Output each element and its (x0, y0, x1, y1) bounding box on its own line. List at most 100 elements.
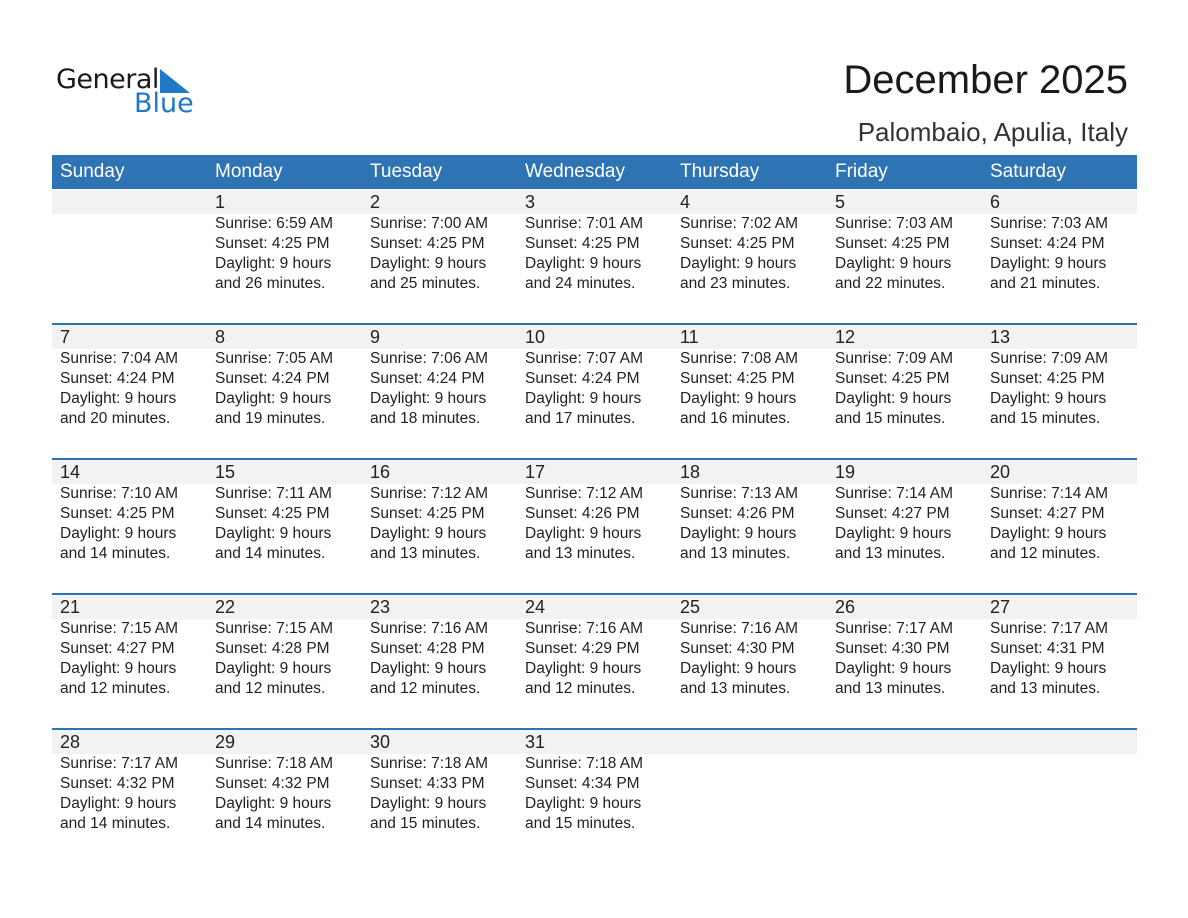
day-cell: 13 Sunrise: 7:09 AM Sunset: 4:25 PM Dayligh… (982, 325, 1137, 460)
day-number: 6 (990, 192, 1001, 212)
daylight-text: Daylight: 9 hours (835, 660, 952, 677)
day-cell: 27 Sunrise: 7:17 AM Sunset: 4:31 PM Dayligh… (982, 595, 1137, 730)
sunrise-text: Sunrise: 7:12 AM (370, 485, 489, 502)
sunset-text: Sunset: 4:25 PM (215, 505, 330, 522)
day-cell: 23 Sunrise: 7:16 AM Sunset: 4:28 PM Dayligh… (362, 595, 517, 730)
sunset-text: Sunset: 4:34 PM (525, 775, 640, 792)
daylight-text: Daylight: 9 hours (680, 390, 797, 407)
day-number-band (52, 730, 1137, 754)
daylight-minutes-text: and 26 minutes. (215, 275, 326, 292)
daylight-minutes-text: and 13 minutes. (525, 545, 636, 562)
day-number: 28 (60, 732, 81, 752)
daylight-text: Daylight: 9 hours (60, 525, 177, 542)
day-cell: 20 Sunrise: 7:14 AM Sunset: 4:27 PM Dayligh… (982, 460, 1137, 595)
day-number: 23 (370, 597, 391, 617)
logo-triangle-icon (160, 69, 190, 93)
daylight-minutes-text: and 21 minutes. (990, 275, 1101, 292)
daylight-minutes-text: and 13 minutes. (835, 680, 946, 697)
sunrise-text: Sunrise: 7:16 AM (370, 620, 489, 637)
daylight-text: Daylight: 9 hours (525, 525, 642, 542)
daylight-text: Daylight: 9 hours (680, 525, 797, 542)
daylight-minutes-text: and 15 minutes. (990, 410, 1101, 427)
day-number: 1 (215, 192, 226, 212)
day-cell: 28 Sunrise: 7:17 AM Sunset: 4:32 PM Dayligh… (52, 730, 207, 865)
day-number: 24 (525, 597, 546, 617)
daylight-text: Daylight: 9 hours (215, 525, 332, 542)
day-number: 9 (370, 327, 381, 347)
week-row: 14 Sunrise: 7:10 AM Sunset: 4:25 PM Dayligh… (52, 458, 1137, 595)
day-number: 18 (680, 462, 701, 482)
daylight-minutes-text: and 14 minutes. (60, 545, 171, 562)
location-subtitle: Palombaio, Apulia, Italy (857, 117, 1128, 147)
sunrise-text: Sunrise: 7:01 AM (525, 215, 644, 232)
sunrise-text: Sunrise: 7:15 AM (215, 620, 334, 637)
day-number: 26 (835, 597, 856, 617)
day-cell: 19 Sunrise: 7:14 AM Sunset: 4:27 PM Dayligh… (827, 460, 982, 595)
day-cell: 30 Sunrise: 7:18 AM Sunset: 4:33 PM Dayligh… (362, 730, 517, 865)
sunset-text: Sunset: 4:27 PM (990, 505, 1105, 522)
day-number: 31 (525, 732, 546, 752)
sunset-text: Sunset: 4:24 PM (525, 370, 640, 387)
sunset-text: Sunset: 4:26 PM (680, 505, 795, 522)
daylight-text: Daylight: 9 hours (835, 390, 952, 407)
day-cell: 11 Sunrise: 7:08 AM Sunset: 4:25 PM Dayligh… (672, 325, 827, 460)
daylight-text: Daylight: 9 hours (215, 390, 332, 407)
daylight-text: Daylight: 9 hours (215, 660, 332, 677)
sunset-text: Sunset: 4:27 PM (835, 505, 950, 522)
daylight-minutes-text: and 24 minutes. (525, 275, 636, 292)
day-number: 22 (215, 597, 236, 617)
day-number: 5 (835, 192, 846, 212)
daylight-text: Daylight: 9 hours (370, 660, 487, 677)
day-cell: 24 Sunrise: 7:16 AM Sunset: 4:29 PM Dayligh… (517, 595, 672, 730)
daylight-minutes-text: and 15 minutes. (835, 410, 946, 427)
day-number-band (52, 595, 1137, 619)
weekday-monday: Monday (215, 161, 283, 182)
day-cell: 17 Sunrise: 7:12 AM Sunset: 4:26 PM Dayligh… (517, 460, 672, 595)
daylight-minutes-text: and 14 minutes. (215, 545, 326, 562)
daylight-text: Daylight: 9 hours (680, 255, 797, 272)
sunrise-text: Sunrise: 7:08 AM (680, 350, 799, 367)
sunrise-text: Sunrise: 7:03 AM (990, 215, 1109, 232)
daylight-minutes-text: and 19 minutes. (215, 410, 326, 427)
sunset-text: Sunset: 4:30 PM (680, 640, 795, 657)
week-row: 1 Sunrise: 6:59 AM Sunset: 4:25 PM Daylight… (52, 190, 1137, 325)
day-cell: 15 Sunrise: 7:11 AM Sunset: 4:25 PM Dayligh… (207, 460, 362, 595)
logo-general-text: General (56, 64, 159, 95)
daylight-minutes-text: and 13 minutes. (370, 545, 481, 562)
day-cell: 29 Sunrise: 7:18 AM Sunset: 4:32 PM Dayligh… (207, 730, 362, 865)
weekday-saturday: Saturday (990, 161, 1067, 182)
day-number: 14 (60, 462, 81, 482)
day-cell: 26 Sunrise: 7:17 AM Sunset: 4:30 PM Dayligh… (827, 595, 982, 730)
day-number-band (52, 325, 1137, 349)
sunrise-text: Sunrise: 7:13 AM (680, 485, 799, 502)
sunset-text: Sunset: 4:25 PM (525, 235, 640, 252)
sunset-text: Sunset: 4:25 PM (370, 505, 485, 522)
day-number: 13 (990, 327, 1011, 347)
daylight-text: Daylight: 9 hours (60, 660, 177, 677)
daylight-minutes-text: and 25 minutes. (370, 275, 481, 292)
sunrise-text: Sunrise: 7:09 AM (990, 350, 1109, 367)
day-cell: 10 Sunrise: 7:07 AM Sunset: 4:24 PM Dayligh… (517, 325, 672, 460)
daylight-text: Daylight: 9 hours (525, 390, 642, 407)
sunset-text: Sunset: 4:25 PM (680, 370, 795, 387)
daylight-minutes-text: and 12 minutes. (990, 545, 1101, 562)
day-number: 30 (370, 732, 391, 752)
sunrise-text: Sunrise: 7:18 AM (215, 755, 334, 772)
sunrise-text: Sunrise: 7:05 AM (215, 350, 334, 367)
day-cell: 4 Sunrise: 7:02 AM Sunset: 4:25 PM Daylight… (672, 190, 827, 325)
sunset-text: Sunset: 4:24 PM (60, 370, 175, 387)
daylight-minutes-text: and 13 minutes. (680, 545, 791, 562)
day-number: 4 (680, 192, 691, 212)
weekday-header: Sunday Monday Tuesday Wednesday Thursday Frid… (52, 155, 1137, 189)
sunrise-text: Sunrise: 7:14 AM (835, 485, 954, 502)
daylight-text: Daylight: 9 hours (835, 255, 952, 272)
sunset-text: Sunset: 4:25 PM (370, 235, 485, 252)
day-number: 19 (835, 462, 856, 482)
sunset-text: Sunset: 4:24 PM (370, 370, 485, 387)
sunrise-text: Sunrise: 7:04 AM (60, 350, 179, 367)
sunrise-text: Sunrise: 7:06 AM (370, 350, 489, 367)
day-cell: 16 Sunrise: 7:12 AM Sunset: 4:25 PM Dayligh… (362, 460, 517, 595)
daylight-text: Daylight: 9 hours (370, 525, 487, 542)
day-number: 25 (680, 597, 701, 617)
sunset-text: Sunset: 4:25 PM (215, 235, 330, 252)
